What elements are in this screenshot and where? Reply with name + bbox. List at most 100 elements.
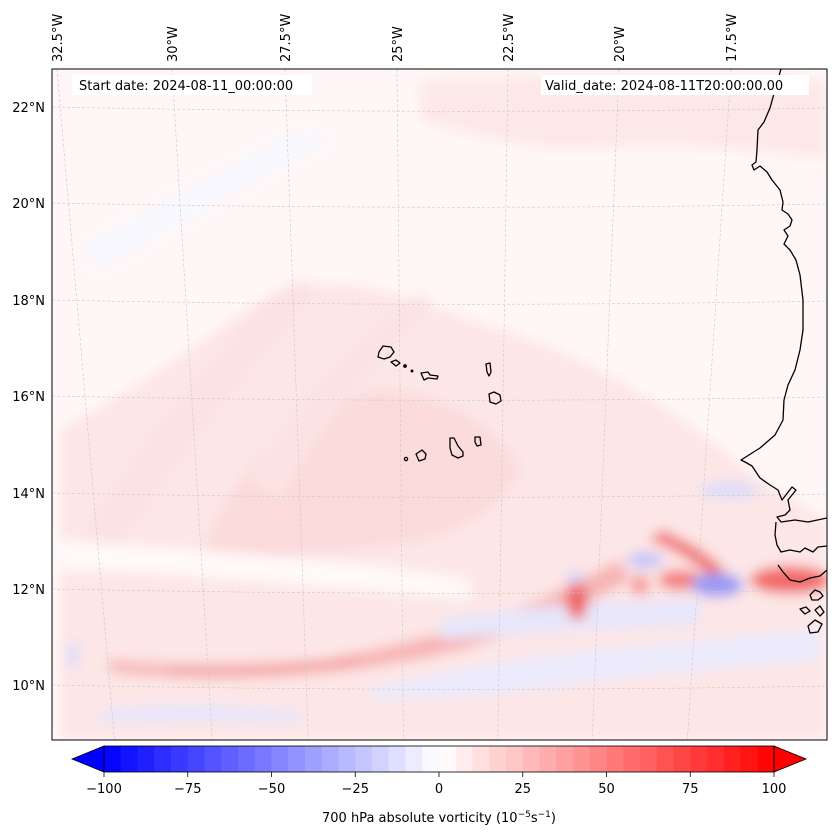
- colorbar-tick-label: 0: [435, 782, 443, 797]
- colorbar: −100 −75 −50 −25 0 25 50 75 100 700 hPa absolute…: [70, 745, 808, 826]
- colorbar-label: 700 hPa absolute vorticity (10−5s−1): [322, 810, 556, 826]
- colorbar-cell: [472, 746, 490, 772]
- map-panel[interactable]: Start date: 2024-08-11_00:00:00 Valid_da…: [51, 68, 830, 741]
- longitude-label: 22.5°W: [502, 14, 517, 62]
- coastline: [377, 69, 827, 634]
- colorbar-cell: [305, 746, 323, 772]
- longitude-label: 17.5°W: [725, 14, 740, 62]
- colorbar-cell: [372, 746, 390, 772]
- coastline-west-africa: [774, 521, 827, 553]
- colorbar-cell: [355, 746, 373, 772]
- island-santa-luzia: [403, 364, 407, 368]
- colorbar-cell: [623, 746, 641, 772]
- latitude-label: 22°N: [12, 101, 45, 116]
- island: [814, 605, 825, 617]
- colorbar-cell: [338, 746, 356, 772]
- colorbar-ticks: −100 −75 −50 −25 0 25 50 75 100: [86, 772, 786, 797]
- start-date-annotation: Start date: 2024-08-11_00:00:00: [72, 75, 312, 95]
- negative-core: [700, 482, 760, 498]
- colorbar-cell: [254, 746, 272, 772]
- colorbar-cell: [137, 746, 155, 772]
- colorbar-cell: [388, 746, 406, 772]
- colorbar-cell: [556, 746, 574, 772]
- valid-date-label: Valid_date: 2024-08-11T20:00:00.00: [545, 79, 783, 94]
- latitude-label: 14°N: [12, 487, 45, 502]
- colorbar-cell: [690, 746, 708, 772]
- latitude-label: 20°N: [12, 197, 45, 212]
- longitude-label: 25°W: [391, 26, 406, 62]
- island-sao-nicolau: [420, 371, 439, 381]
- meridian-gridline: [284, 69, 309, 740]
- parallel-gridline: [52, 202, 827, 208]
- positive-region: [420, 75, 827, 160]
- island: [809, 589, 824, 601]
- colorbar-cell: [606, 746, 624, 772]
- colorbar-cell: [221, 746, 239, 772]
- longitude-label: 20°W: [613, 26, 628, 62]
- colorbar-cell: [171, 746, 189, 772]
- parallel-gridline: [52, 106, 827, 112]
- colorbar-cell: [656, 746, 674, 772]
- longitude-label: 32.5°W: [51, 14, 66, 62]
- negative-core: [627, 552, 663, 568]
- colorbar-cell: [757, 746, 775, 772]
- colorbar-tick-label: −100: [86, 782, 122, 797]
- colorbar-tick-label: 50: [598, 782, 615, 797]
- colorbar-cell: [238, 746, 256, 772]
- island-brava: [403, 456, 409, 462]
- vorticity-field: [60, 75, 827, 740]
- colorbar-cell: [422, 746, 440, 772]
- latitude-label: 12°N: [12, 583, 45, 598]
- parallel-gridline: [52, 299, 827, 305]
- latitude-label: 10°N: [12, 679, 45, 694]
- coastline-west-africa: [740, 69, 827, 523]
- island-sao-vicente: [390, 359, 401, 367]
- positive-max: [750, 566, 827, 594]
- colorbar-cell: [154, 746, 172, 772]
- colorbar-cell: [120, 746, 138, 772]
- parallel-gridline: [52, 684, 827, 690]
- colorbar-tick-label: −75: [174, 782, 201, 797]
- island-santiago: [449, 437, 464, 459]
- longitude-label: 30°W: [166, 26, 181, 62]
- cyclonic-streamer-core: [170, 658, 360, 673]
- positive-streak: [70, 280, 312, 560]
- positive-lobe: [650, 530, 725, 580]
- colorbar-cell: [489, 746, 507, 772]
- latitude-label: 18°N: [12, 294, 45, 309]
- near-zero-lane: [80, 130, 330, 270]
- negative-core: [691, 573, 743, 597]
- island: [807, 619, 823, 634]
- negative-band: [100, 705, 300, 722]
- negative-band: [440, 600, 700, 640]
- colorbar-cell: [589, 746, 607, 772]
- vorticity-shading: [60, 75, 827, 740]
- meridian-gridline: [171, 69, 213, 740]
- colorbar-cell: [506, 746, 524, 772]
- colorbar-cell: [405, 746, 423, 772]
- colorbar-cell: [187, 746, 205, 772]
- island: [799, 606, 811, 615]
- colorbar-cell: [573, 746, 591, 772]
- meridian-gridline: [396, 69, 404, 740]
- meridian-gridline: [497, 69, 509, 740]
- colorbar-cell: [271, 746, 289, 772]
- valid-date-annotation: Valid_date: 2024-08-11T20:00:00.00: [541, 75, 809, 95]
- colorbar-cell: [673, 746, 691, 772]
- positive-max: [630, 575, 650, 595]
- colorbar-cell: [723, 746, 741, 772]
- island-santo-antao: [377, 345, 395, 360]
- map-frame: [51, 68, 828, 741]
- colorbar-tick-label: 75: [682, 782, 699, 797]
- island-fogo: [415, 449, 427, 462]
- island-boa-vista: [488, 391, 502, 405]
- colorbar-cell: [321, 746, 339, 772]
- colorbar-tick-label: −50: [258, 782, 285, 797]
- colorbar-tick-label: 25: [514, 782, 531, 797]
- positive-streak: [250, 293, 428, 500]
- meridian-gridline: [687, 69, 732, 740]
- colorbar-extend-low: [70, 745, 105, 773]
- negative-core: [67, 641, 79, 669]
- colorbar-cell: [740, 746, 758, 772]
